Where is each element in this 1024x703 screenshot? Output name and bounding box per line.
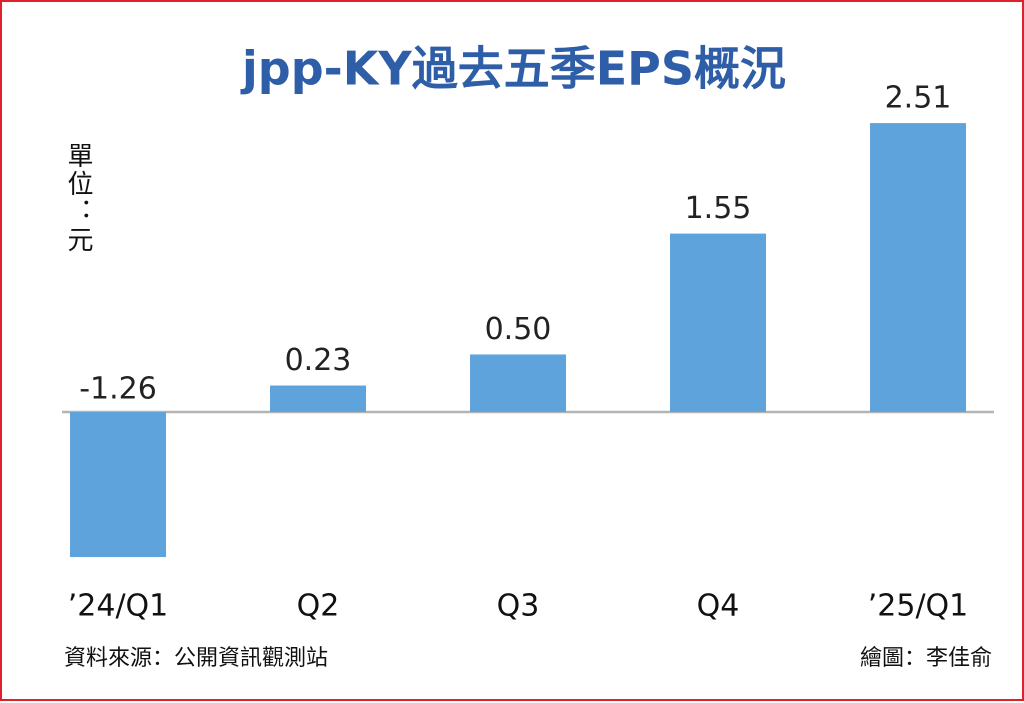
bar <box>870 123 966 412</box>
credit-note: 繪圖：李佳俞 <box>860 646 992 671</box>
bar <box>270 385 366 412</box>
value-label: 2.51 <box>885 81 952 116</box>
x-tick-label: ’25/Q1 <box>868 589 969 624</box>
value-label: 0.50 <box>485 312 552 347</box>
bar <box>670 233 766 412</box>
chart-title: jpp-KY過去五季EPS概況 <box>240 42 786 96</box>
bar <box>470 354 566 412</box>
unit-label: 單位：元 <box>63 142 93 254</box>
value-label: -1.26 <box>79 372 157 407</box>
value-label: 1.55 <box>685 191 752 226</box>
value-label: 0.23 <box>285 343 352 378</box>
source-note: 資料來源：公開資訊觀測站 <box>64 646 328 671</box>
x-tick-label: ’24/Q1 <box>68 589 169 624</box>
bar <box>70 412 166 558</box>
x-tick-label: Q3 <box>497 589 540 624</box>
x-tick-label: Q2 <box>297 589 340 624</box>
x-tick-label: Q4 <box>697 589 740 624</box>
